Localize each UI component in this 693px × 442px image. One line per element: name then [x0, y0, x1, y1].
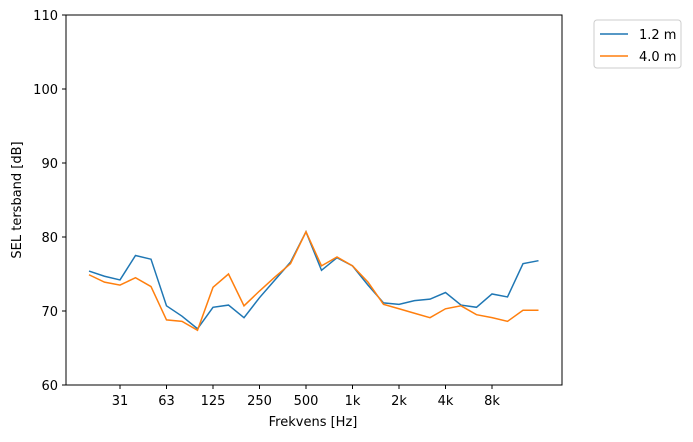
- legend: 1.2 m 4.0 m: [594, 20, 681, 68]
- y-tick-label: 100: [33, 83, 58, 98]
- x-tick-label: 250: [247, 394, 272, 409]
- x-tick-label: 2k: [391, 394, 407, 409]
- x-tick-label: 31: [112, 394, 129, 409]
- x-tick-label: 4k: [438, 394, 454, 409]
- y-tick-label: 90: [41, 157, 58, 172]
- x-tick-label: 125: [201, 394, 226, 409]
- series-line-1: [89, 232, 539, 330]
- series-line-0: [89, 232, 539, 329]
- x-tick-label: 1k: [345, 394, 361, 409]
- y-tick-label: 110: [33, 9, 58, 24]
- legend-label: 4.0 m: [639, 50, 676, 65]
- y-tick-label: 60: [41, 379, 58, 394]
- y-tick-label: 80: [41, 231, 58, 246]
- y-tick-label: 70: [41, 305, 58, 320]
- x-tick-label: 8k: [484, 394, 500, 409]
- y-axis-label: SEL tersband [dB]: [10, 141, 25, 258]
- x-axis-label: Frekvens [Hz]: [269, 415, 358, 430]
- x-tick-label: 500: [294, 394, 319, 409]
- x-tick-label: 63: [158, 394, 175, 409]
- plot-frame: [66, 15, 562, 385]
- legend-label: 1.2 m: [639, 28, 676, 43]
